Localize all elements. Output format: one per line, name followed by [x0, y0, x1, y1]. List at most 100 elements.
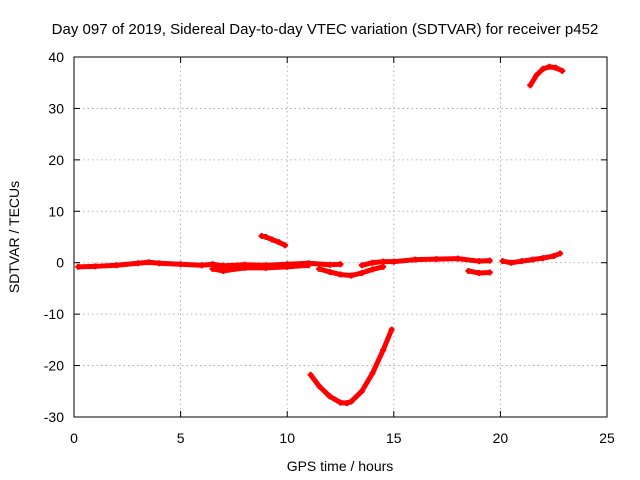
series-segment	[242, 262, 269, 268]
series-segment	[263, 264, 290, 271]
data-point	[550, 253, 557, 260]
y-tick-label: -20	[44, 358, 64, 374]
data-point	[134, 260, 141, 267]
data-point	[75, 263, 82, 270]
plot-frame	[73, 56, 608, 418]
data-point	[220, 262, 227, 269]
data-point	[559, 67, 566, 74]
series-arc-9h	[258, 232, 289, 249]
data-point	[92, 263, 99, 270]
y-tick-label: -30	[44, 409, 64, 425]
data-point	[518, 258, 525, 265]
data-point	[552, 64, 559, 71]
data-point	[546, 63, 553, 70]
series-segment	[284, 262, 312, 270]
series-segment	[156, 260, 184, 267]
series-layer	[75, 63, 566, 407]
data-point	[209, 265, 216, 272]
series-band-13-20h	[358, 255, 493, 269]
data-point	[307, 371, 314, 378]
data-point	[198, 262, 205, 269]
chart-title: Day 097 of 2019, Sidereal Day-to-day VTE…	[52, 21, 599, 38]
data-point	[390, 258, 397, 265]
data-point	[275, 239, 282, 246]
y-tick-label: 20	[48, 152, 64, 168]
data-point	[262, 234, 269, 240]
data-point	[540, 65, 547, 72]
data-point	[465, 267, 472, 274]
series-segment	[114, 260, 141, 268]
data-point	[326, 268, 333, 275]
data-point	[476, 270, 483, 276]
data-point	[343, 400, 350, 407]
data-point	[369, 370, 376, 377]
data-point	[380, 263, 387, 270]
series-segment	[455, 256, 482, 264]
data-point	[337, 271, 344, 278]
data-point	[316, 383, 323, 390]
y-tick-label: 30	[48, 100, 64, 116]
grid	[74, 57, 607, 417]
data-point	[358, 388, 365, 395]
series-segment	[306, 260, 333, 268]
data-point	[113, 262, 120, 269]
x-tick-label: 5	[177, 430, 185, 446]
data-point	[486, 269, 493, 276]
data-point	[486, 257, 493, 264]
data-point	[326, 261, 333, 268]
y-tick-label: -10	[44, 306, 64, 322]
series-main-band-b	[209, 262, 312, 274]
x-axis-label: GPS time / hours	[287, 458, 394, 474]
series-segment	[391, 257, 418, 265]
data-point	[316, 265, 323, 272]
y-tick-label: 40	[48, 49, 64, 65]
data-point	[388, 326, 395, 333]
data-point	[282, 242, 289, 249]
data-point	[284, 263, 291, 270]
series-segment	[92, 262, 120, 269]
data-point	[529, 256, 536, 263]
x-tick-label: 0	[70, 430, 78, 446]
data-point	[433, 256, 440, 263]
data-point	[380, 258, 387, 265]
data-point	[508, 259, 515, 266]
data-point	[337, 261, 344, 268]
series-segment	[220, 265, 248, 274]
axis-ticks: 0 5 10 15 20 25 -30 -20 -10 0 10 20 30 40	[44, 49, 615, 446]
x-tick-label: 10	[279, 430, 295, 446]
data-point	[348, 398, 355, 405]
x-tick-label: 25	[599, 430, 615, 446]
data-point	[269, 236, 276, 243]
data-point	[358, 270, 365, 276]
data-point	[454, 255, 461, 262]
series-dip-13h	[316, 263, 387, 279]
series-deep-arc	[307, 326, 395, 407]
series-low-19h	[465, 267, 493, 276]
data-point	[527, 82, 534, 89]
series-segment	[220, 262, 248, 269]
x-tick-label: 15	[386, 430, 402, 446]
data-point	[540, 255, 547, 262]
data-point	[412, 256, 419, 263]
data-point	[533, 72, 540, 78]
data-point	[326, 393, 333, 400]
y-tick-label: 0	[56, 255, 64, 271]
series-segment	[359, 370, 375, 394]
series-segment	[178, 261, 205, 268]
data-point	[262, 264, 269, 271]
data-point	[241, 264, 248, 271]
data-point	[499, 258, 506, 265]
series-segment	[412, 256, 439, 263]
series-segment	[369, 347, 386, 376]
data-point	[369, 266, 376, 273]
data-point	[305, 262, 312, 269]
data-point	[358, 262, 365, 269]
y-axis-label: SDTVAR / TECUs	[6, 181, 22, 293]
data-point	[476, 258, 483, 265]
data-point	[557, 250, 564, 257]
data-point	[348, 272, 355, 279]
series-rise-20-23h	[499, 250, 564, 266]
data-point	[145, 259, 152, 266]
data-point	[369, 259, 376, 266]
